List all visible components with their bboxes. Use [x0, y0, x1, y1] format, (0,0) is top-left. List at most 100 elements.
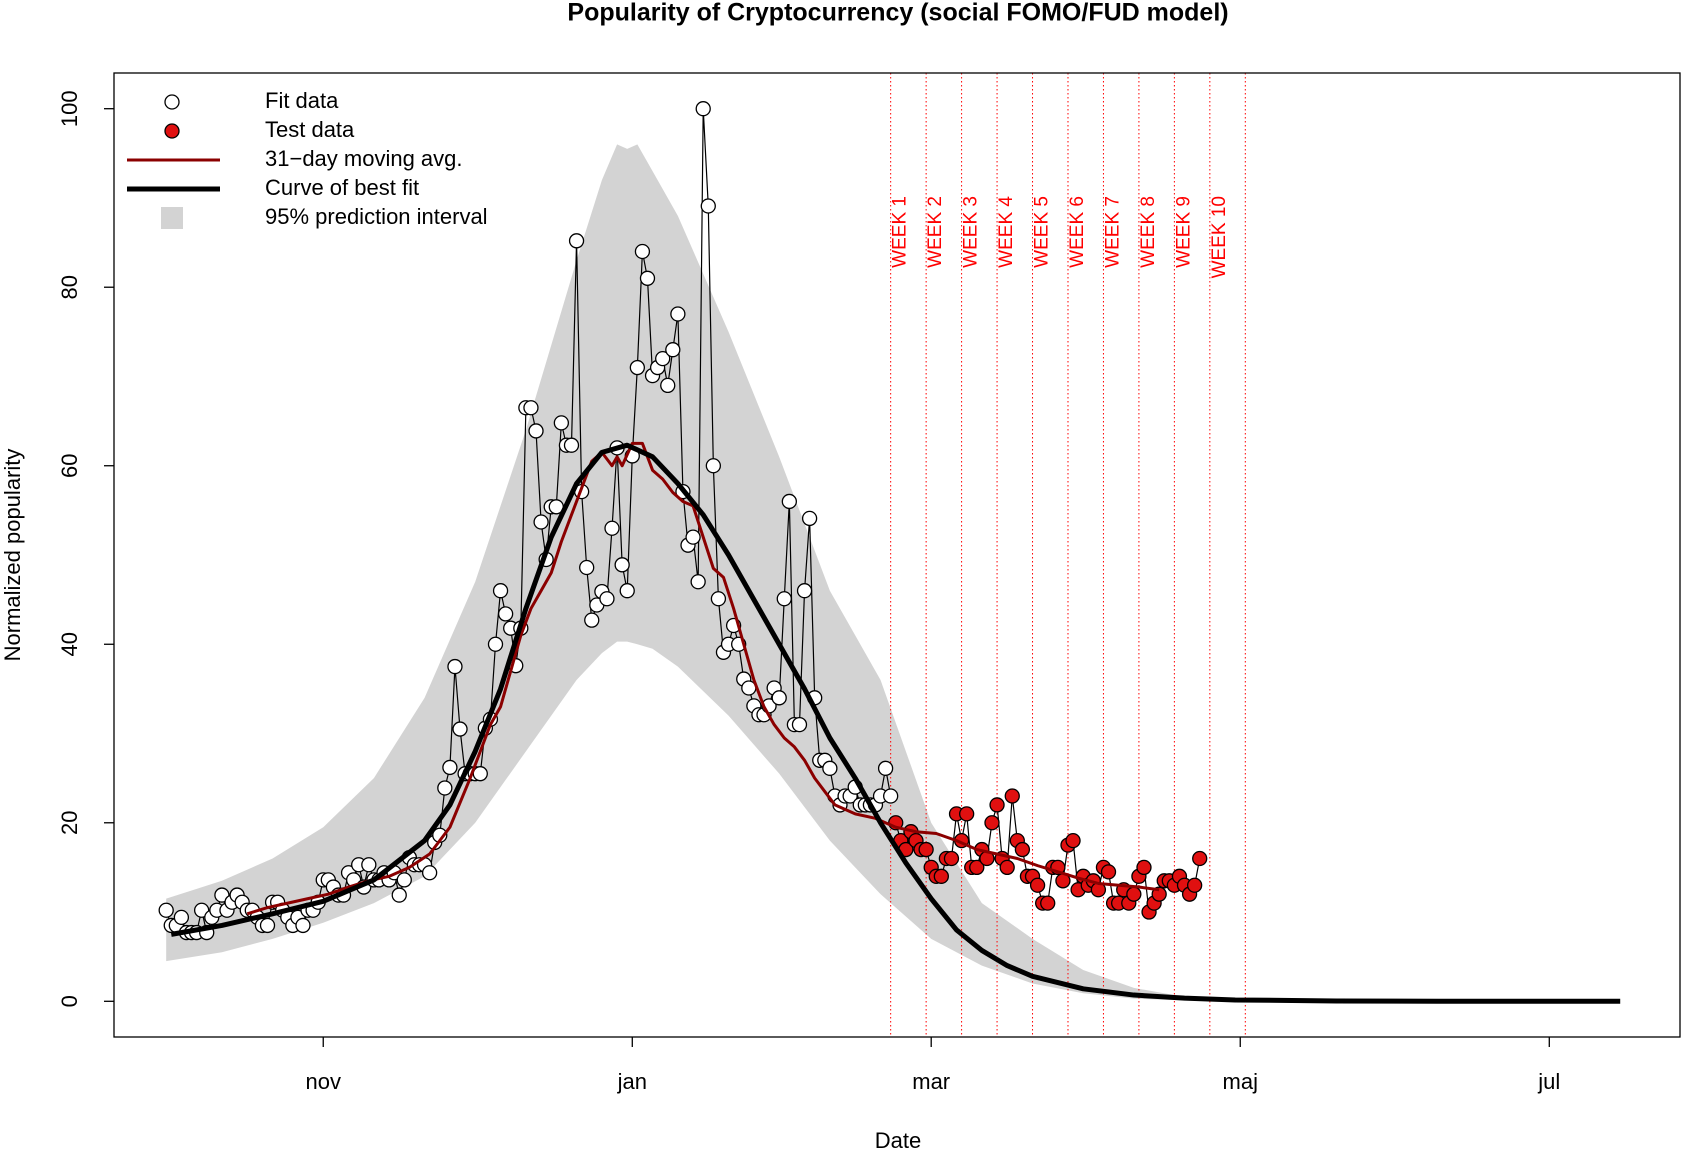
- week-label: WEEK 9: [1173, 196, 1194, 268]
- data-point: [584, 612, 600, 628]
- data-point: [528, 423, 544, 439]
- data-point: [1014, 841, 1031, 858]
- week-label: WEEK 8: [1138, 196, 1159, 268]
- series-line: [170, 442, 1621, 1004]
- x-tick-label: mar: [912, 1069, 950, 1094]
- x-tick-label: jan: [617, 1069, 647, 1094]
- data-point: [984, 815, 1000, 831]
- x-tick-label: maj: [1223, 1069, 1258, 1094]
- data-point: [1100, 864, 1117, 880]
- y-tick-label: 0: [57, 995, 82, 1007]
- x-axis-label: Date: [875, 1128, 921, 1153]
- data-point: [801, 510, 818, 527]
- data-point: [568, 233, 585, 249]
- data-point: [604, 520, 620, 536]
- legend-label: 95% prediction interval: [265, 204, 488, 229]
- data-point: [599, 591, 615, 607]
- data-point: [705, 458, 721, 474]
- data-point: [796, 583, 813, 599]
- data-point: [639, 270, 656, 286]
- y-axis-label: Normalized popularity: [0, 449, 25, 662]
- data-point: [989, 797, 1005, 813]
- legend-symbol: [161, 207, 183, 229]
- series-line: [246, 441, 1160, 916]
- data-point: [883, 788, 899, 804]
- data-point: [1065, 832, 1081, 849]
- plot-frame: [113, 72, 1681, 1038]
- data-point: [259, 917, 276, 934]
- y-tick-label: 20: [57, 811, 82, 835]
- y-tick-label: 60: [57, 453, 82, 477]
- data-point: [553, 415, 570, 431]
- data-point: [487, 636, 504, 652]
- data-point: [670, 306, 686, 322]
- week-label: WEEK 10: [1209, 196, 1230, 278]
- data-point: [918, 841, 934, 858]
- data-point: [579, 559, 595, 576]
- data-point: [771, 690, 787, 706]
- data-point: [173, 909, 190, 926]
- data-point: [158, 902, 174, 918]
- data-point: [1004, 788, 1020, 804]
- data-point: [295, 917, 311, 934]
- data-point: [877, 760, 894, 776]
- legend-label: Fit data: [265, 88, 339, 113]
- data-point: [776, 591, 792, 607]
- data-point: [943, 850, 960, 867]
- data-point: [629, 359, 646, 376]
- data-point: [442, 759, 458, 776]
- week-label: WEEK 5: [1032, 196, 1053, 268]
- x-tick-label: nov: [305, 1069, 340, 1094]
- y-tick-label: 80: [57, 275, 82, 299]
- data-point: [1192, 850, 1208, 867]
- legend-label: Test data: [265, 117, 355, 142]
- data-point: [933, 868, 949, 884]
- data-point: [695, 101, 711, 117]
- legend-label: Curve of best fit: [265, 175, 419, 200]
- legend-label: 31−day moving avg.: [265, 146, 463, 171]
- plot-area: WEEK 1 WEEK 2 WEEK 3 WEEK 4 WEEK 5 WEEK 6 WEEK…: [158, 73, 1621, 1037]
- data-point: [710, 591, 727, 607]
- data-point: [1040, 895, 1056, 911]
- data-point: [391, 887, 407, 903]
- data-point: [822, 760, 838, 776]
- prediction-band: [166, 144, 1236, 1002]
- week-label: WEEK 6: [1067, 196, 1088, 268]
- data-point: [533, 514, 549, 530]
- week-label: WEEK 2: [925, 196, 946, 268]
- week-label: WEEK 4: [996, 196, 1017, 268]
- data-point: [421, 865, 438, 881]
- data-point: [472, 766, 488, 782]
- data-point: [959, 806, 975, 822]
- data-point: [969, 859, 985, 876]
- week-label: WEEK 7: [1102, 196, 1123, 268]
- data-point: [999, 859, 1015, 876]
- data-point: [497, 606, 514, 622]
- y-tick-label: 100: [57, 90, 82, 127]
- week-label: WEEK 1: [890, 196, 911, 268]
- data-point: [563, 437, 580, 453]
- data-point: [619, 583, 635, 599]
- data-point: [396, 872, 412, 888]
- chart-title: Popularity of Cryptocurrency (social FOM…: [567, 0, 1228, 27]
- data-point: [452, 721, 468, 737]
- data-point: [447, 658, 463, 675]
- legend-symbol: [164, 123, 180, 139]
- week-label: WEEK 3: [961, 196, 982, 268]
- x-tick-label: jul: [1537, 1069, 1560, 1094]
- data-point: [1136, 859, 1152, 876]
- data-point: [1029, 877, 1046, 893]
- y-tick-label: 40: [57, 632, 82, 656]
- data-point: [690, 574, 706, 590]
- data-point: [781, 493, 797, 510]
- data-point: [685, 529, 701, 545]
- data-point: [437, 780, 453, 796]
- data-point: [791, 716, 808, 733]
- data-point: [1186, 877, 1203, 893]
- data-point: [665, 342, 681, 358]
- data-point: [655, 350, 671, 367]
- legend-symbol: [164, 94, 180, 110]
- data-point: [614, 557, 630, 573]
- data-point: [361, 857, 377, 873]
